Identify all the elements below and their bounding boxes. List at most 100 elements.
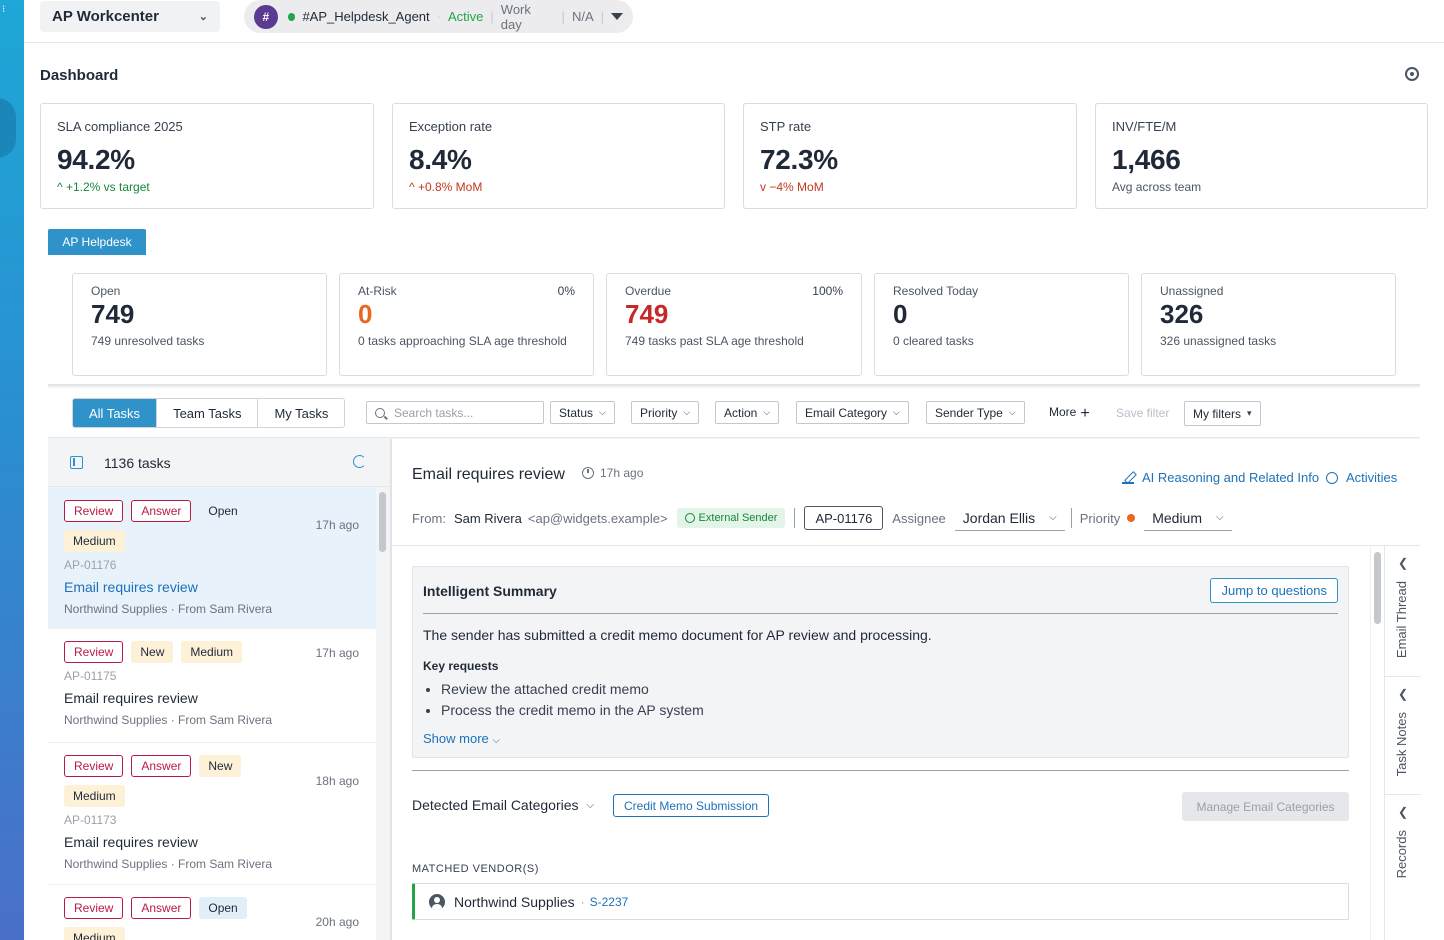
rail-icon[interactable]: ⁝ (2, 4, 6, 15)
agent-avatar: # (254, 4, 278, 29)
kpi-delta: ^ +1.2% vs target (57, 180, 150, 194)
priority-dot-icon (1127, 514, 1136, 522)
summary-heading: Intelligent Summary (423, 583, 557, 599)
stat-card-overdue[interactable]: Overdue 100% 749 749 tasks past SLA age … (606, 273, 862, 376)
priority-badge: Medium (181, 641, 243, 663)
arrow-down-icon: v (760, 180, 766, 194)
detected-categories-toggle[interactable]: Detected Email Categories ⌵ (412, 797, 595, 813)
stat-percent: 0% (557, 284, 575, 298)
tab-email-thread[interactable]: ❮ Email Thread (1385, 546, 1421, 677)
detail-title: Email requires review (412, 466, 565, 483)
priority-filter[interactable]: Priority ⌵ (631, 401, 700, 424)
edit-sparkle-icon (1122, 472, 1134, 484)
activities-link[interactable]: Activities (1326, 470, 1397, 485)
task-detail: Email requires review 17h ago AI Reasoni… (392, 439, 1421, 940)
task-scope-tabs: All Tasks Team Tasks My Tasks (72, 398, 346, 428)
ticket-id[interactable]: AP-01176 (804, 506, 884, 530)
task-list-scrollbar[interactable] (376, 488, 390, 940)
stat-sub: 0 cleared tasks (893, 334, 974, 348)
tab-label: Records (1394, 830, 1409, 879)
kpi-delta: ^ +0.8% MoM (409, 180, 483, 194)
tab-records[interactable]: ❮ Records (1385, 795, 1421, 892)
chevron-down-icon: ⌵ (1049, 512, 1057, 523)
tab-task-notes[interactable]: ❮ Task Notes (1385, 677, 1421, 795)
chevron-down-icon: ⌵ (893, 407, 900, 417)
agent-na: N/A (571, 9, 594, 24)
kpi-label: STP rate (760, 119, 812, 134)
status-badge: New (131, 641, 174, 663)
settings-icon[interactable] (1405, 67, 1419, 81)
list-item[interactable]: Review Answer Open Medium 17h ago AP-011… (48, 488, 376, 629)
kpi-card-exception: Exception rate 8.4% ^ +0.8% MoM (392, 103, 725, 209)
agent-status: Active (448, 9, 484, 24)
stat-value: 326 (1160, 299, 1204, 329)
priority-badge: Medium (64, 927, 125, 940)
clock-icon (582, 467, 594, 479)
task-count: 1136 tasks (104, 455, 171, 471)
stat-value: 749 (91, 299, 135, 329)
plus-icon: + (1080, 405, 1090, 422)
pane-divider[interactable] (390, 439, 392, 940)
sender-type-filter[interactable]: Sender Type ⌵ (926, 401, 1025, 424)
action-filter[interactable]: Action ⌵ (715, 401, 780, 424)
task-time: 17h ago (315, 518, 359, 532)
key-requests-list: Review the attached credit memo Process … (441, 679, 704, 721)
workcenter-select[interactable]: AP Workcenter ⌄ (40, 1, 220, 32)
action-tag: Answer (131, 500, 192, 522)
assignee-select[interactable]: Jordan Ellis ⌵ (954, 505, 1065, 531)
my-filters-dropdown[interactable]: My filters ▾ (1184, 401, 1261, 426)
chevron-down-icon: ⌵ (683, 407, 691, 417)
list-item: Process the credit memo in the AP system (441, 700, 704, 721)
priority-select[interactable]: Medium ⌵ (1144, 505, 1232, 531)
stat-card-at-risk[interactable]: At-Risk 0% 0 0 tasks approaching SLA age… (339, 273, 594, 376)
tab-ap-helpdesk[interactable]: AP Helpdesk (48, 229, 146, 255)
task-time: 18h ago (315, 774, 359, 788)
stat-card-unassigned[interactable]: Unassigned 326 326 unassigned tasks (1141, 273, 1396, 376)
list-item[interactable]: Review Answer New Medium 18h ago AP-0117… (48, 743, 376, 885)
stat-value: 0 (358, 299, 373, 329)
category-badge[interactable]: Credit Memo Submission (613, 794, 770, 817)
sender-row: From: Sam Rivera <ap@widgets.example> Ex… (412, 505, 1232, 531)
vendor-id-link[interactable]: S-2237 (589, 894, 629, 909)
status-dot-icon (287, 12, 296, 21)
summary-text: The sender has submitted a credit memo d… (423, 627, 932, 643)
chevron-down-icon: ⌵ (492, 735, 500, 746)
history-icon (1326, 471, 1338, 484)
task-id: AP-01176 (64, 558, 117, 572)
more-filters-button[interactable]: More + (1049, 405, 1090, 422)
search-input[interactable]: Search tasks... (366, 401, 544, 424)
status-badge: New (199, 755, 242, 777)
tab-my-tasks[interactable]: My Tasks (258, 399, 345, 427)
matched-vendor-row[interactable]: Northwind Supplies · S-2237 (412, 883, 1349, 920)
tab-team-tasks[interactable]: Team Tasks (157, 399, 259, 427)
save-filter-button[interactable]: Save filter (1116, 406, 1170, 420)
sender-email: <ap@widgets.example> (527, 510, 668, 526)
search-placeholder: Search tasks... (394, 405, 474, 420)
stat-sub: 749 unresolved tasks (91, 334, 205, 348)
ai-reasoning-link[interactable]: AI Reasoning and Related Info (1122, 470, 1319, 485)
rail-avatar[interactable] (0, 98, 16, 158)
list-item[interactable]: Review Answer Open Medium 20h ago (48, 885, 376, 940)
list-item: Review the attached credit memo (441, 679, 704, 700)
chevron-down-icon: ⌵ (599, 407, 606, 417)
caret-down-icon[interactable] (611, 13, 623, 20)
email-category-filter[interactable]: Email Category ⌵ (796, 401, 909, 424)
stat-card-resolved[interactable]: Resolved Today 0 0 cleared tasks (874, 273, 1129, 376)
stat-value: 0 (893, 299, 908, 329)
tab-all-tasks[interactable]: All Tasks (73, 399, 158, 427)
manage-categories-button[interactable]: Manage Email Categories (1182, 792, 1349, 821)
list-item[interactable]: Review New Medium 17h ago AP-01175 Email… (48, 629, 376, 743)
agent-status-pill[interactable]: # #AP_Helpdesk_Agent · Active | Work day… (244, 0, 633, 33)
jump-to-questions-button[interactable]: Jump to questions (1210, 578, 1338, 603)
detail-scrollbar[interactable] (1370, 546, 1384, 940)
collapse-panel-icon[interactable] (70, 456, 83, 469)
refresh-icon[interactable] (353, 455, 366, 468)
arrow-up-icon: ^ (57, 180, 63, 194)
show-more-link[interactable]: Show more ⌵ (423, 731, 500, 746)
priority-badge: Medium (64, 530, 125, 552)
status-filter[interactable]: Status ⌵ (550, 401, 615, 424)
stat-card-open[interactable]: Open 749 749 unresolved tasks (72, 273, 327, 376)
intelligent-summary: Intelligent Summary Jump to questions Th… (412, 566, 1349, 758)
task-sub: Northwind Supplies · From Sam Rivera (64, 602, 273, 616)
page-title: Dashboard (40, 67, 119, 84)
